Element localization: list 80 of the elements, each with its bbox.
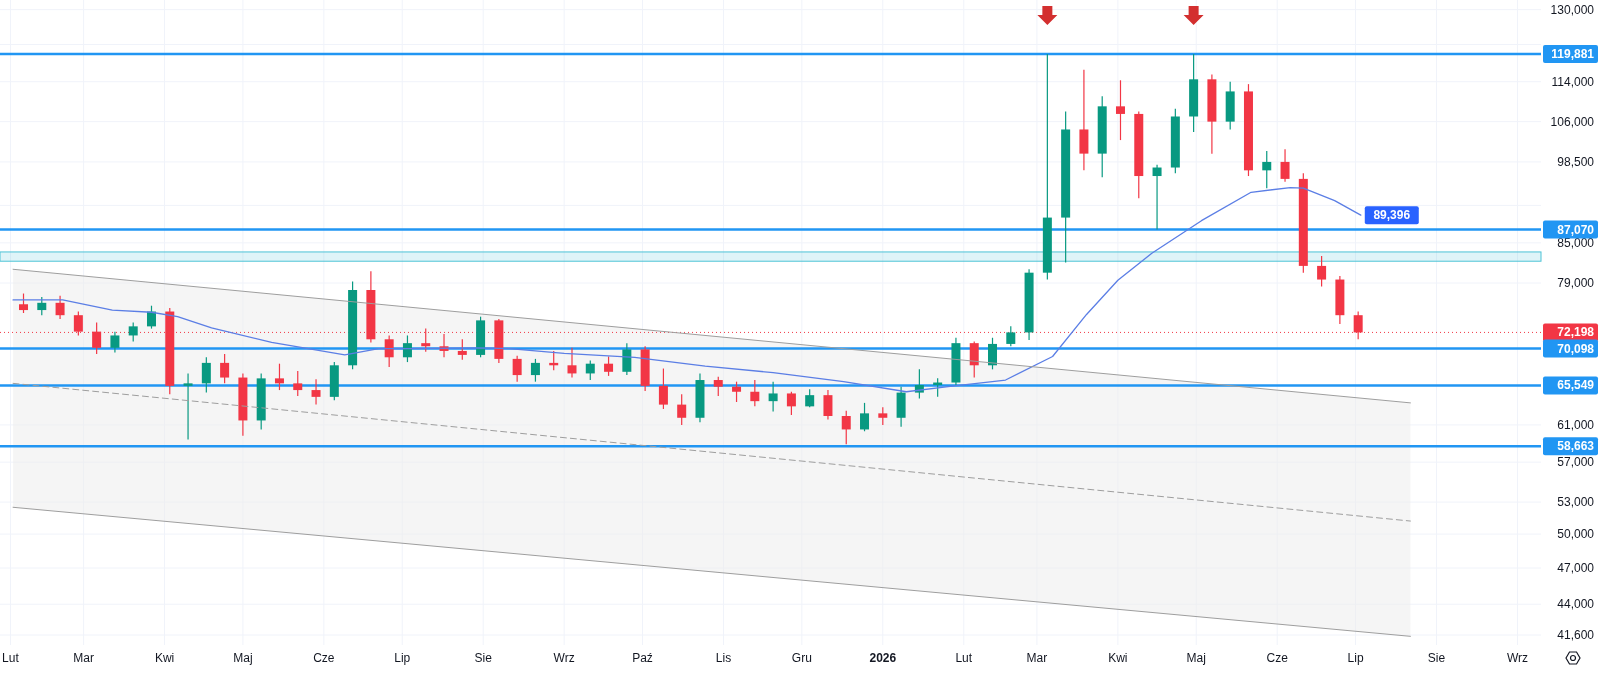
candlestick [604,355,614,377]
candlestick [860,402,870,432]
y-tick-label: 47,000 [1557,561,1595,576]
y-tick-label: 61,000 [1557,417,1595,432]
x-tick-label: Mar [73,651,94,665]
candlestick [128,322,138,343]
y-tick-label: 50,000 [1557,527,1595,542]
y-tick-label: 41,600 [1557,628,1595,643]
y-tick-label: 53,000 [1557,495,1595,510]
candlestick [1317,255,1327,288]
candlestick [512,355,522,383]
y-tick-label: 130,000 [1550,2,1595,17]
candlestick [567,347,577,379]
ref-line-label: 65,549 [1557,378,1595,393]
candlestick [311,378,321,406]
y-tick-label: 106,000 [1550,114,1595,129]
x-tick-label: Lip [1347,651,1364,665]
candlestick [220,353,230,384]
candlestick [841,410,851,445]
y-tick-label: 98,500 [1557,154,1595,169]
candlestick [402,334,412,363]
candlestick [713,376,723,397]
candlestick [274,363,284,391]
candlestick [37,296,47,316]
candlestick [293,370,303,397]
y-tick-label: 79,000 [1557,276,1595,290]
line-series [12,186,1362,393]
candlestick [530,358,540,383]
candlestick [1152,164,1162,231]
x-tick-label: Cze [313,651,335,665]
candlestick [585,359,595,381]
candlestick [988,337,998,370]
ref-line-label: 70,098 [1557,341,1595,356]
candlestick [969,341,979,379]
candlestick [1115,79,1125,141]
candlestick [110,331,120,354]
x-tick-label: Lip [394,651,411,665]
x-tick-label: Lut [2,651,20,665]
x-tick-label: Lis [715,651,732,665]
x-tick-label: Maj [1186,651,1206,665]
x-tick-label: Wrz [553,651,575,665]
x-tick-label: Kwi [1108,651,1128,665]
x-tick-label: Sie [474,651,493,665]
x-tick-label: Lut [955,651,973,665]
x-tick-label: Gru [791,651,812,665]
candlestick [457,338,467,361]
candlestick [1006,325,1016,347]
candlestick [384,334,394,368]
candlestick [786,391,796,416]
candlestick [55,295,65,320]
candlestick [622,342,632,376]
data-label: 89,396 [1373,208,1411,223]
y-tick-label: 114,000 [1551,74,1595,89]
y-tick-label: 44,000 [1557,597,1595,612]
ref-line-label: 87,070 [1557,222,1595,237]
candlestick [658,367,668,410]
candlestick [1280,148,1290,183]
candlestick [677,393,687,426]
ref-line-label: 58,663 [1557,439,1595,454]
ref-line-label: 119,881 [1551,47,1595,62]
candlestick [183,372,193,441]
candlestick [19,292,29,314]
x-tick-label: Wrz [1506,651,1529,665]
candlestick [1262,150,1272,189]
candlestick [768,381,778,413]
y-tick-label: 85,000 [1557,235,1595,250]
x-tick-label: 2026 [869,651,897,665]
candlestick [823,389,833,421]
candlestick [201,356,211,394]
candlestick [732,381,742,403]
ref-line-label: 72,198 [1557,325,1595,340]
x-tick-label: Kwi [154,651,175,665]
x-tick-label: Maj [233,651,253,665]
x-tick-label: Mar [1026,651,1048,665]
candlestick [92,322,102,355]
y-tick-label: 57,000 [1557,455,1595,470]
x-tick-label: Sie [1427,651,1446,665]
x-tick-label: Paź [632,651,653,665]
x-tick-label: Cze [1266,651,1289,665]
candlestick [750,379,760,407]
